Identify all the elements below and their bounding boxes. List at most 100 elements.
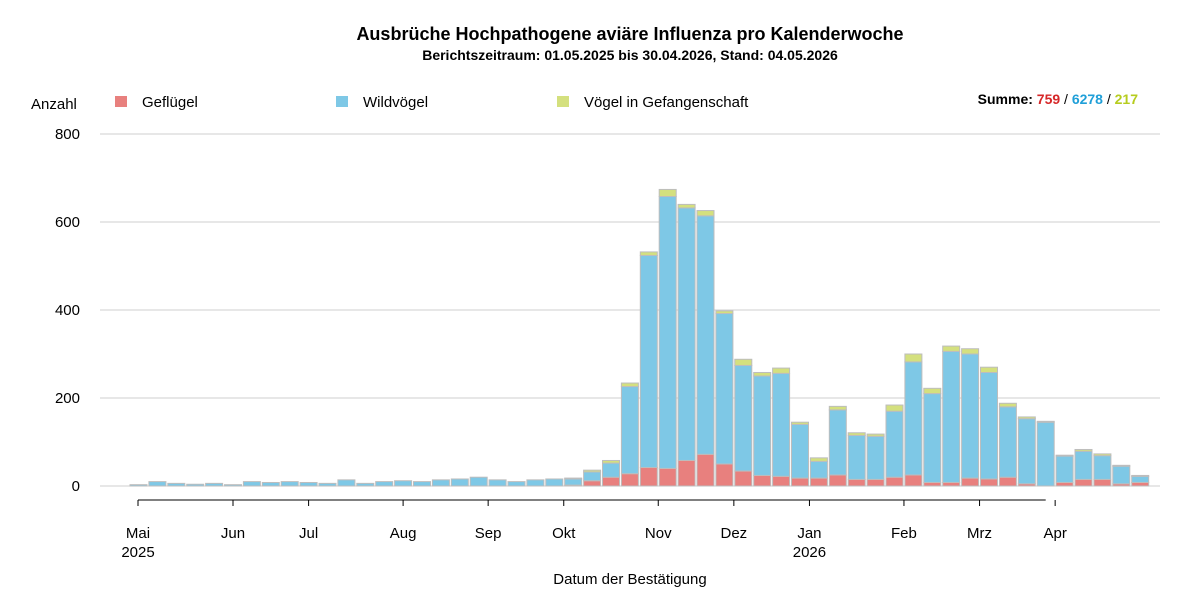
bar-segment-gefluegel: [923, 481, 942, 487]
bar-segment-gefangenschaft: [1131, 474, 1150, 477]
x-tick-label: Mrz: [967, 525, 992, 542]
bar-segment-wildvoegel: [224, 484, 242, 487]
legend: Geflügel Wildvögel Vögel in Gefangenscha…: [115, 94, 749, 111]
x-tick-label: Dez: [721, 525, 748, 542]
x-axis: Mai 2025 Jun Jul Aug Sep Okt Nov Dez Jan 2026 Feb Mr…: [121, 499, 1067, 561]
bar-segment-wildvoegel: [677, 207, 696, 461]
y-axis-label: Anzahl: [31, 96, 77, 113]
legend-label-gefluegel: Geflügel: [142, 94, 198, 111]
bar-segment-wildvoegel: [129, 484, 148, 487]
bar-segment-wildvoegel: [791, 423, 809, 479]
x-tick-label: Aug: [390, 525, 417, 542]
y-tick-label: 600: [55, 214, 80, 231]
bar-segment-wildvoegel: [1093, 455, 1112, 480]
bar-segment-wildvoegel: [375, 481, 394, 487]
bar-segment-gefluegel: [980, 478, 998, 487]
bar-segment-gefluegel: [583, 480, 602, 487]
x-tick-label: Mai: [126, 525, 150, 542]
x-tick-label: Sep: [475, 525, 502, 542]
chart-subtitle: Berichtszeitraum: 01.05.2025 bis 30.04.2…: [422, 47, 838, 63]
bar-segment-wildvoegel: [1017, 418, 1036, 485]
bar-segment-gefluegel: [809, 477, 828, 487]
bar-segment-gefluegel: [828, 474, 847, 487]
bar-segment-wildvoegel: [507, 481, 526, 487]
summary-label: Summe:: [978, 91, 1033, 107]
bar-segment-gefangenschaft: [885, 404, 904, 412]
bar-segment-gefluegel: [602, 476, 620, 487]
bar-segment-gefluegel: [866, 478, 885, 487]
bar-segment-gefangenschaft: [734, 358, 753, 366]
bar-segment-wildvoegel: [696, 215, 715, 455]
x-tick-label: Jan: [797, 525, 821, 542]
summary-gefluegel: 759: [1037, 91, 1061, 107]
bar-segment-wildvoegel: [564, 478, 583, 486]
bar-segment-wildvoegel: [431, 479, 450, 487]
bar-segment-gefangenschaft: [620, 382, 639, 388]
legend-swatch-gefangenschaft: [557, 96, 569, 107]
x-tick-year-label: 2026: [793, 544, 826, 561]
bar-segment-gefluegel: [734, 470, 753, 487]
summary-line: Summe: 759 / 6278 / 217: [978, 91, 1139, 107]
bar-segment-wildvoegel: [847, 434, 866, 480]
bar-segment-wildvoegel: [526, 479, 545, 487]
bar-segment-gefangenschaft: [1112, 464, 1131, 467]
bar-segment-gefangenschaft: [904, 353, 923, 363]
bar-segment-gefluegel: [904, 474, 923, 487]
x-tick-label: Feb: [891, 525, 917, 542]
bar-segment-wildvoegel: [904, 361, 923, 476]
bar-segment-gefangenschaft: [828, 405, 847, 411]
bar-segment-wildvoegel: [1131, 475, 1150, 483]
bar-segment-wildvoegel: [356, 482, 375, 487]
y-tick-labels: 0 200 400 600 800: [55, 126, 80, 495]
bar-segment-wildvoegel: [337, 479, 356, 487]
bar-segment-wildvoegel: [1112, 465, 1131, 485]
bar-segment-gefluegel: [961, 477, 980, 487]
summary-sep-1: /: [1064, 91, 1072, 107]
y-tick-label: 0: [72, 478, 80, 495]
bar-segment-gefluegel: [885, 476, 904, 487]
bar-segment-gefluegel: [639, 467, 658, 487]
bar-segment-gefangenschaft: [677, 203, 696, 209]
bar-segment-wildvoegel: [1055, 455, 1074, 483]
bar-segment-gefangenschaft: [602, 459, 620, 464]
bar-segment-wildvoegel: [1074, 450, 1093, 480]
legend-label-wildvoegel: Wildvögel: [363, 94, 428, 111]
x-tick-label: Apr: [1043, 525, 1066, 542]
bar-segment-gefangenschaft: [847, 432, 866, 436]
bar-segment-wildvoegel: [545, 478, 564, 487]
bar-segment-wildvoegel: [602, 462, 620, 478]
bar-segment-wildvoegel: [242, 481, 261, 487]
bar-segment-gefluegel: [677, 459, 696, 487]
bar-segment-gefangenschaft: [1055, 454, 1074, 457]
bar-segment-wildvoegel: [734, 364, 753, 472]
bar-segment-gefluegel: [1055, 481, 1074, 487]
y-tick-label: 400: [55, 302, 80, 319]
bar-segment-gefangenschaft: [961, 348, 980, 355]
bar-segment-gefangenschaft: [715, 310, 734, 315]
y-tick-label: 800: [55, 126, 80, 143]
bar-segment-wildvoegel: [167, 482, 186, 487]
bar-segment-wildvoegel: [413, 481, 431, 487]
bar-segment-wildvoegel: [715, 313, 734, 465]
bar-segment-gefluegel: [847, 478, 866, 487]
bar-segment-gefluegel: [620, 473, 639, 487]
bar-segment-wildvoegel: [450, 478, 469, 487]
bar-segment-wildvoegel: [961, 353, 980, 479]
bar-segment-gefangenschaft: [942, 345, 961, 352]
bar-segment-wildvoegel: [186, 483, 205, 487]
chart-title: Ausbrüche Hochpathogene aviäre Influenza…: [356, 24, 903, 44]
summary-wildvoegel: 6278: [1072, 91, 1103, 107]
bar-segment-wildvoegel: [318, 482, 337, 487]
bar-segment-gefluegel: [658, 467, 677, 487]
bar-segment-gefluegel: [791, 477, 809, 487]
x-tick-label: Jun: [221, 525, 245, 542]
summary-sep-2: /: [1107, 91, 1115, 107]
bar-segment-gefangenschaft: [564, 477, 583, 480]
bar-segment-wildvoegel: [828, 409, 847, 476]
bar-segment-wildvoegel: [866, 435, 885, 480]
x-axis-label: Datum der Bestätigung: [553, 571, 706, 588]
bar-segment-wildvoegel: [394, 480, 413, 487]
bar-segment-gefangenschaft: [658, 188, 677, 197]
bar-segment-wildvoegel: [942, 350, 961, 483]
bar-segment-gefluegel: [942, 481, 961, 487]
